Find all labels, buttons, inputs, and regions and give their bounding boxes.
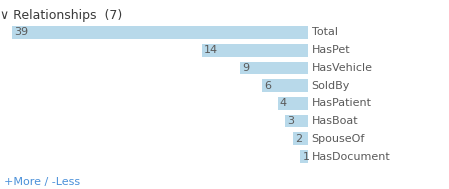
Bar bbox=[277, 97, 308, 110]
Text: HasVehicle: HasVehicle bbox=[312, 63, 373, 73]
Text: 3: 3 bbox=[287, 116, 295, 126]
Text: HasPatient: HasPatient bbox=[312, 98, 372, 108]
Bar bbox=[202, 44, 308, 57]
Text: 1: 1 bbox=[303, 152, 310, 162]
Text: SpouseOf: SpouseOf bbox=[312, 134, 365, 144]
Bar bbox=[285, 115, 308, 128]
Text: +More / -Less: +More / -Less bbox=[4, 177, 81, 187]
Text: SoldBy: SoldBy bbox=[312, 81, 350, 91]
Bar bbox=[12, 26, 308, 39]
Text: 9: 9 bbox=[242, 63, 249, 73]
Text: 39: 39 bbox=[14, 27, 28, 37]
Text: HasBoat: HasBoat bbox=[312, 116, 358, 126]
Bar bbox=[293, 132, 308, 145]
Bar bbox=[300, 150, 308, 163]
Text: 6: 6 bbox=[265, 81, 272, 91]
Text: Total: Total bbox=[312, 27, 338, 37]
Text: 14: 14 bbox=[204, 45, 218, 55]
Text: 4: 4 bbox=[280, 98, 287, 108]
Text: 2: 2 bbox=[295, 134, 302, 144]
Text: ∨ Relationships  (7): ∨ Relationships (7) bbox=[0, 9, 122, 22]
Text: HasDocument: HasDocument bbox=[312, 152, 391, 162]
Bar bbox=[240, 61, 308, 74]
Text: HasPet: HasPet bbox=[312, 45, 350, 55]
Bar bbox=[262, 79, 308, 92]
